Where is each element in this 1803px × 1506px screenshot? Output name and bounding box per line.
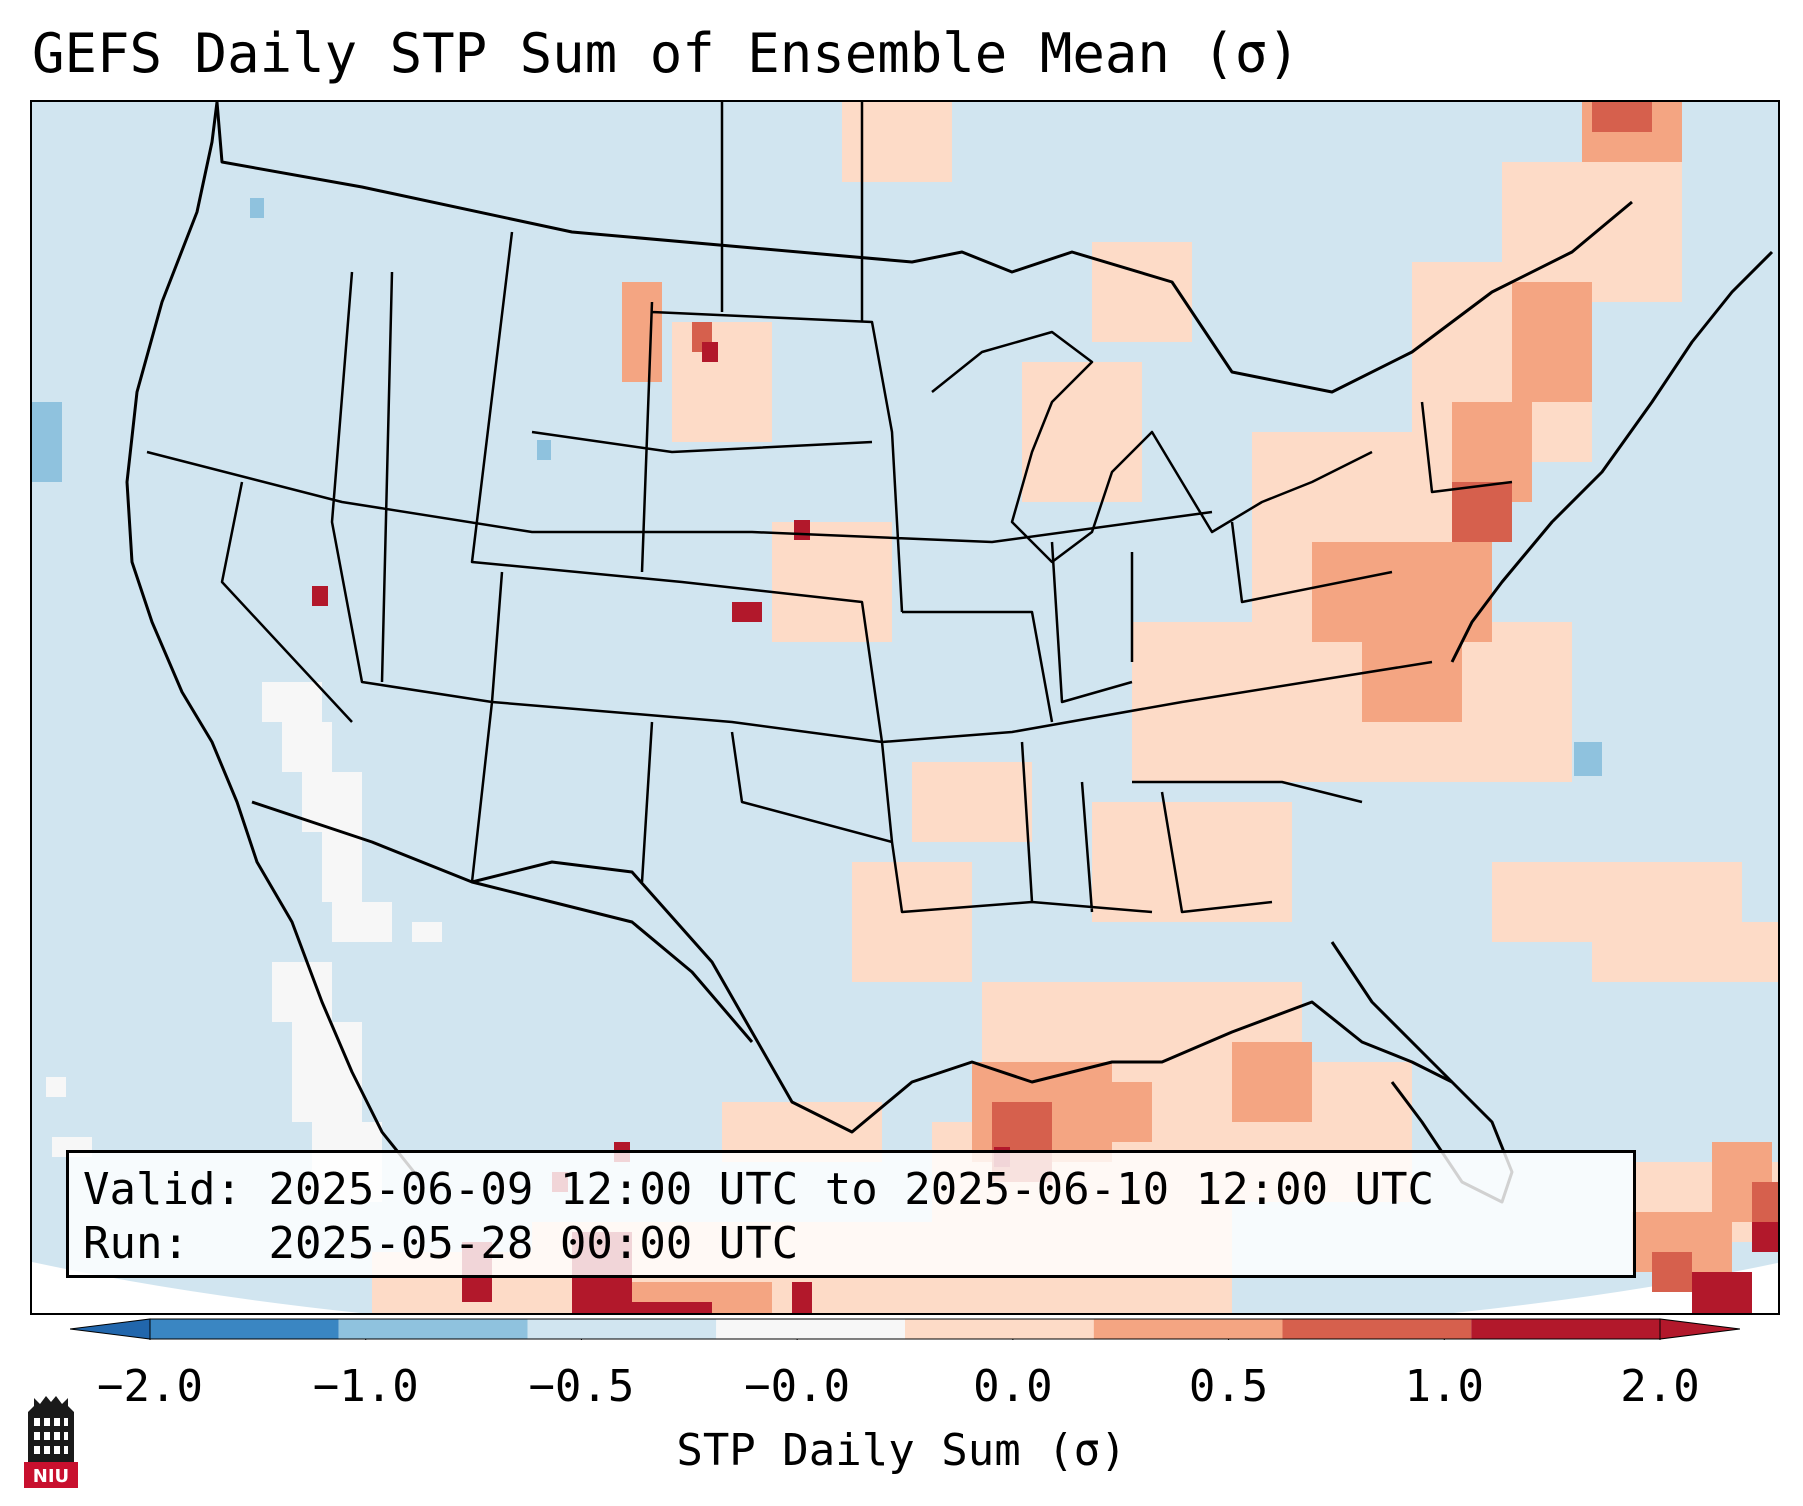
run-line: Run: 2025-05-28 00:00 UTC	[83, 1217, 1619, 1271]
map-panel[interactable]	[30, 100, 1780, 1315]
map-canvas	[32, 102, 1778, 1313]
west-coast-line	[125, 102, 424, 1183]
colorbar-tick-label: −0.0	[744, 1361, 851, 1412]
colorbar-tick-label: −0.5	[528, 1361, 635, 1412]
great-lakes-outline	[931, 330, 1373, 564]
colorbar	[70, 1318, 1740, 1340]
us-mexico-border	[251, 800, 754, 1043]
logo-text: NIU	[33, 1466, 69, 1487]
colorbar-segment	[905, 1319, 1094, 1339]
colorbar-segment	[1093, 1319, 1283, 1339]
colorbar-segment	[1471, 1319, 1660, 1339]
colorbar-tick-label: −2.0	[97, 1361, 203, 1412]
colorbar-segment	[338, 1319, 528, 1339]
map-outlines	[125, 102, 1774, 1204]
gulf-coast-line	[471, 860, 1453, 1134]
info-box: Valid: 2025-06-09 12:00 UTC to 2025-06-1…	[66, 1150, 1636, 1278]
east-coast-line	[1450, 250, 1774, 663]
colorbar-extend-high	[1659, 1318, 1740, 1340]
negative-cells	[32, 198, 1602, 776]
page-title: GEFS Daily STP Sum of Ensemble Mean (σ)	[32, 22, 1300, 85]
colorbar-segment	[150, 1319, 339, 1339]
valid-line: Valid: 2025-06-09 12:00 UTC to 2025-06-1…	[83, 1163, 1619, 1217]
valid-value: 2025-06-09 12:00 UTC to 2025-06-10 12:00…	[268, 1164, 1435, 1215]
run-label: Run:	[83, 1218, 189, 1269]
colorbar-tick-label: 2.0	[1620, 1361, 1700, 1412]
colorbar-tick-label: 0.0	[973, 1361, 1053, 1412]
colorbar-tick-label: 0.5	[1188, 1361, 1269, 1412]
colorbar-segment	[527, 1319, 717, 1339]
run-value: 2025-05-28 00:00 UTC	[268, 1218, 799, 1269]
colorbar-extend-low	[70, 1318, 151, 1340]
colorbar-label: STP Daily Sum (σ)	[676, 1425, 1127, 1476]
colorbar-tick-label: 1.0	[1404, 1361, 1485, 1412]
valid-label: Valid:	[83, 1164, 242, 1215]
state-lines	[146, 102, 1513, 914]
colorbar-segment	[1282, 1319, 1472, 1339]
map-domain	[32, 102, 1778, 1313]
colorbar-tick-label: −1.0	[312, 1361, 419, 1412]
colorbar-segment	[716, 1319, 905, 1339]
niu-tower-icon: NIU	[24, 1396, 78, 1488]
us-canada-border	[215, 102, 1633, 394]
